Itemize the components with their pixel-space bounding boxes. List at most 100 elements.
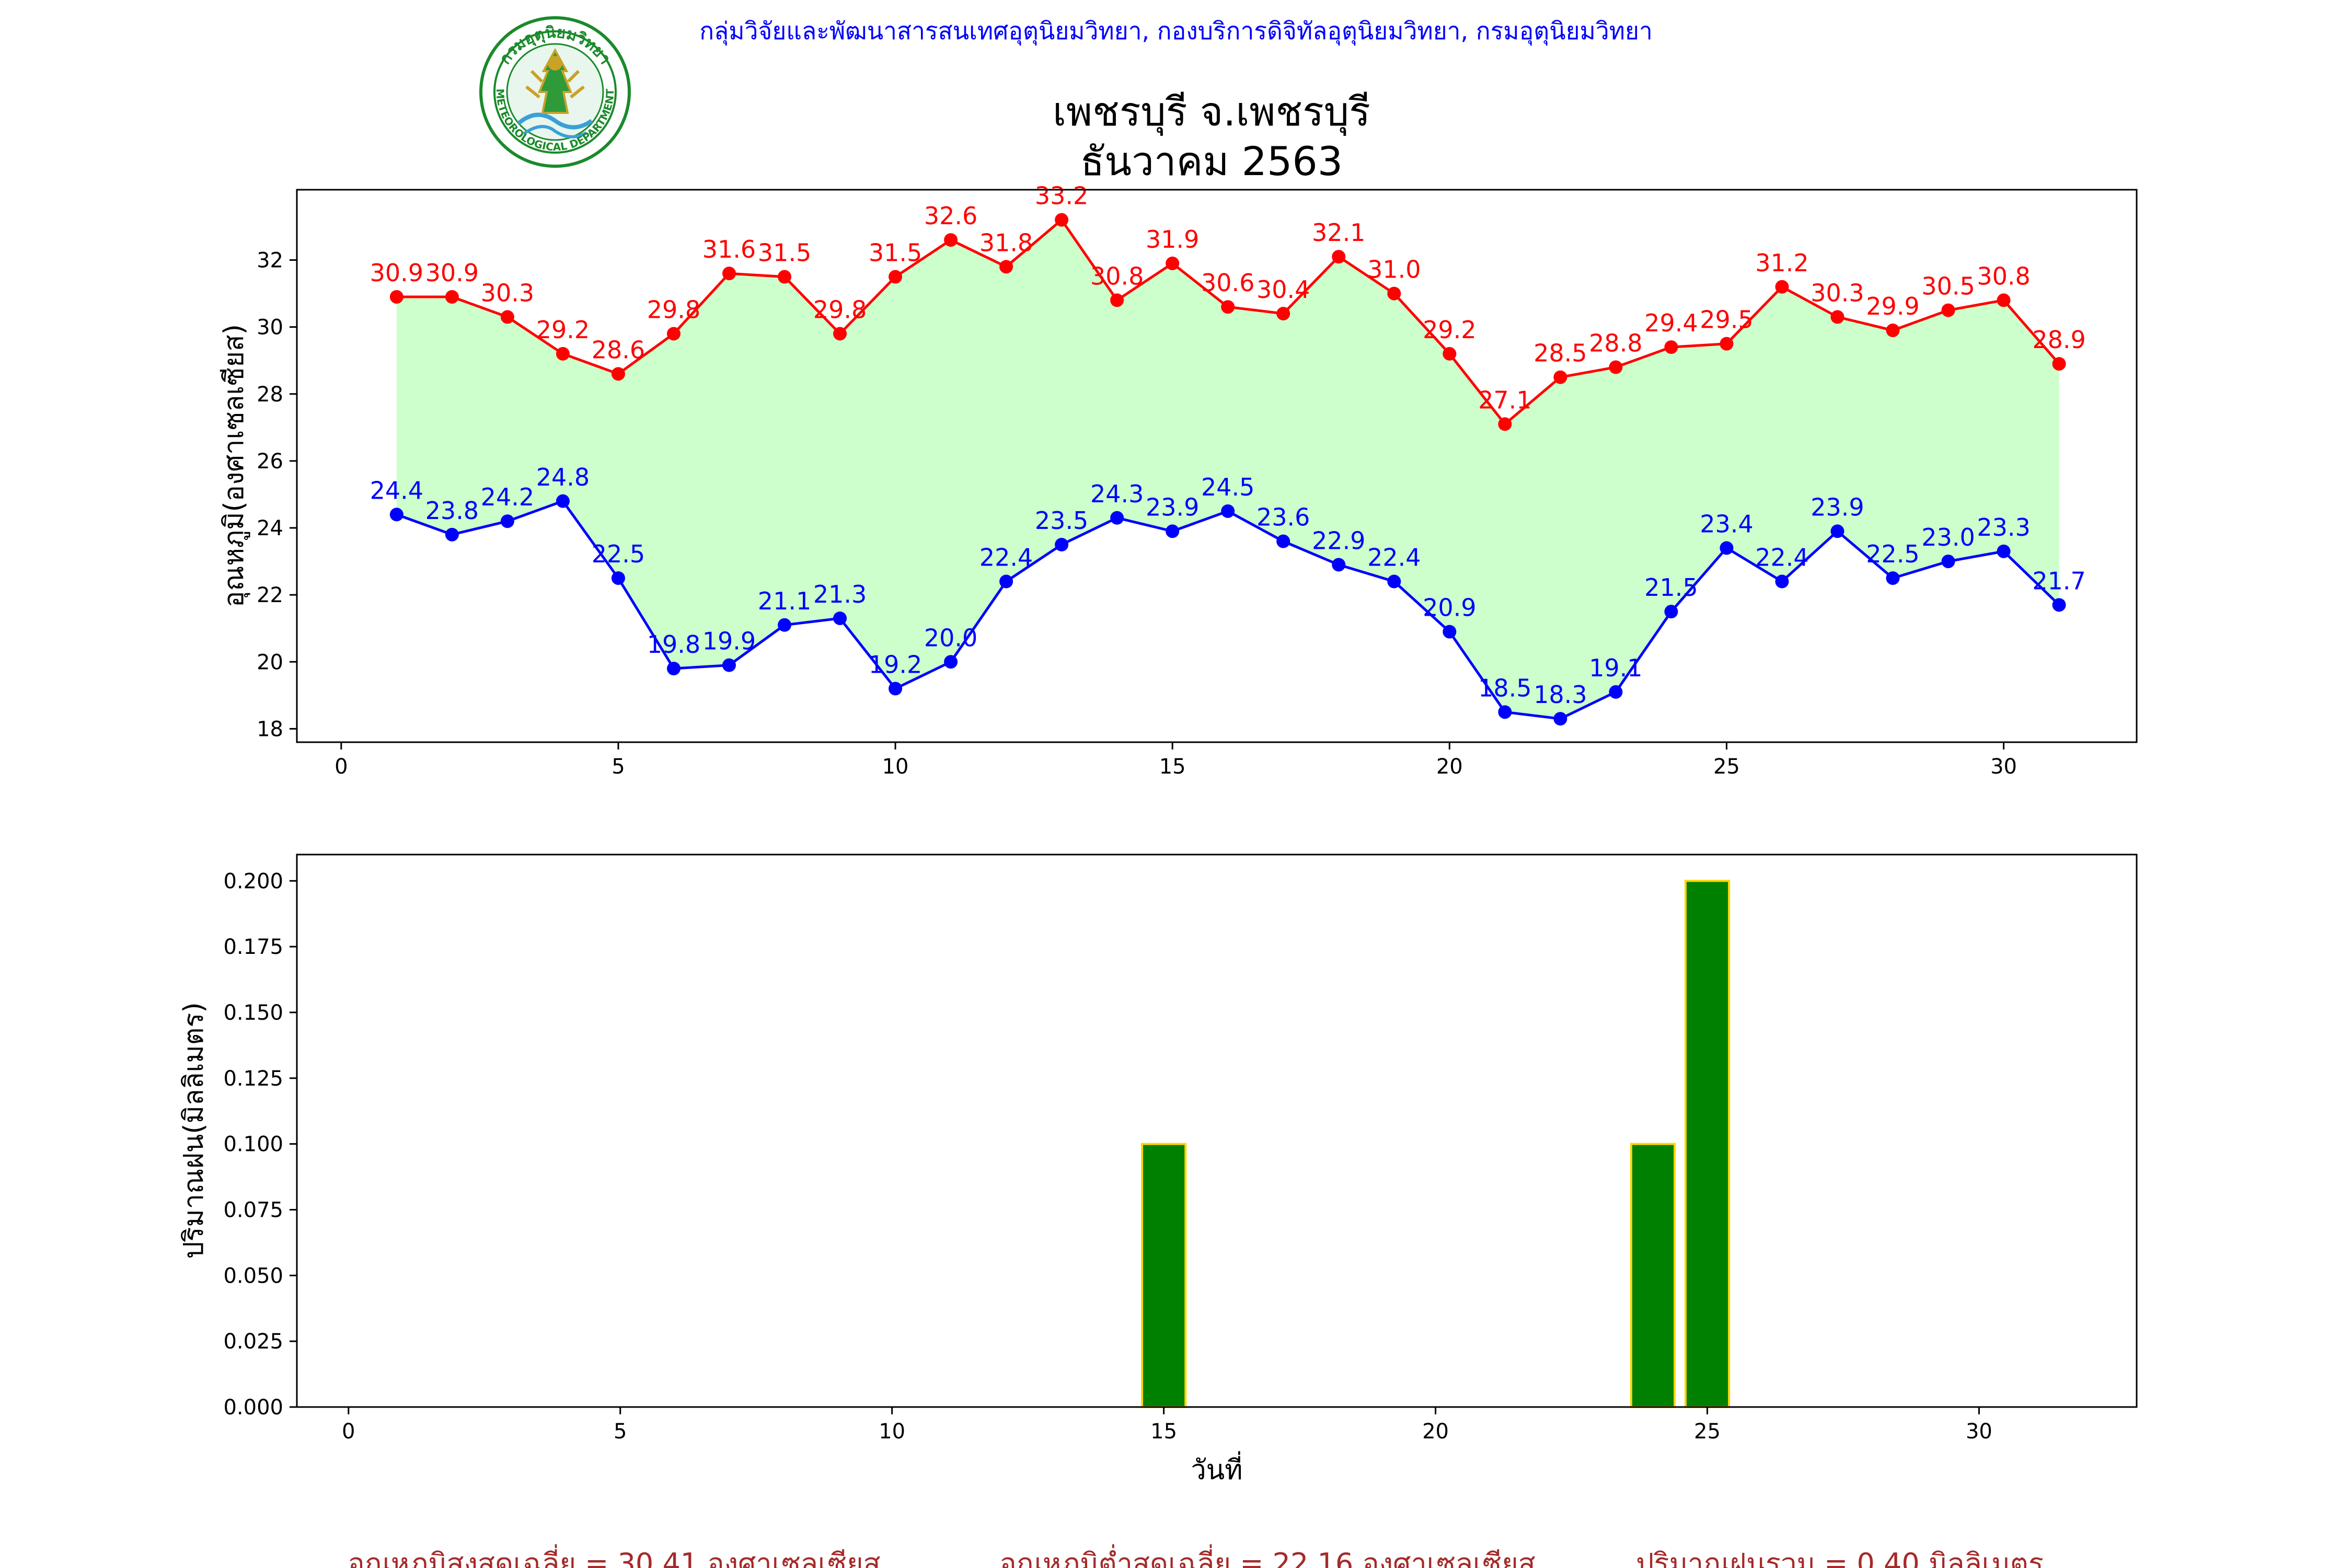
temperature-y-tick-label: 26 xyxy=(257,449,283,474)
rainfall-plot-frame xyxy=(296,854,2138,1408)
min-temperature-point xyxy=(1110,511,1124,525)
max-temperature-point xyxy=(2052,357,2066,371)
rainfall-y-tick-label: 0.200 xyxy=(223,869,283,893)
max-temperature-data-label: 31.6 xyxy=(702,235,756,263)
min-temperature-data-label: 24.4 xyxy=(370,476,423,504)
min-temperature-data-label: 21.5 xyxy=(1644,573,1698,602)
min-temperature-data-label: 23.8 xyxy=(425,497,479,525)
min-temperature-data-label: 19.2 xyxy=(869,651,922,679)
min-temperature-point xyxy=(1886,571,1900,585)
temperature-x-tick-label: 30 xyxy=(1990,755,2017,779)
max-temperature-data-label: 29.9 xyxy=(1866,292,1919,320)
max-temperature-data-label: 29.8 xyxy=(647,295,700,324)
rainfall-x-tick-label: 5 xyxy=(614,1420,627,1444)
min-temperature-data-label: 22.4 xyxy=(979,544,1033,572)
rainfall-y-tick-label: 0.075 xyxy=(223,1198,283,1223)
min-temperature-data-label: 20.0 xyxy=(924,624,977,652)
max-temperature-point xyxy=(1886,324,1900,338)
min-temperature-data-label: 22.5 xyxy=(1866,540,1919,568)
temperature-y-tick-label: 22 xyxy=(257,583,283,607)
min-temperature-point xyxy=(1609,685,1623,699)
min-temperature-point xyxy=(889,682,903,696)
rainfall-x-tick-label: 20 xyxy=(1422,1420,1449,1444)
min-temperature-point xyxy=(1443,625,1457,639)
min-temperature-data-label: 19.9 xyxy=(702,627,756,655)
min-temperature-point xyxy=(1387,574,1401,589)
max-temperature-point xyxy=(944,233,958,247)
max-temperature-point xyxy=(1166,256,1180,270)
max-temperature-point xyxy=(1387,286,1401,301)
min-temperature-point xyxy=(611,571,625,585)
rainfall-y-tick-label: 0.100 xyxy=(223,1133,283,1157)
min-temperature-point xyxy=(722,658,736,672)
min-temperature-data-label: 23.9 xyxy=(1811,493,1864,521)
rainfall-y-axis-label: ปริมาณฝน(มิลลิเมตร) xyxy=(178,1002,210,1259)
temperature-y-tick-label: 32 xyxy=(257,249,283,273)
max-temperature-point xyxy=(999,260,1013,274)
max-temperature-point xyxy=(1997,293,2011,307)
max-temperature-point xyxy=(833,327,847,341)
min-temperature-point xyxy=(500,514,514,528)
temperature-y-tick-label: 30 xyxy=(257,316,283,340)
min-temperature-data-label: 21.3 xyxy=(813,580,867,608)
rainfall-bar xyxy=(1141,1143,1187,1409)
max-temperature-point xyxy=(1055,213,1069,227)
max-temperature-data-label: 31.0 xyxy=(1367,256,1421,284)
max-temperature-data-label: 32.1 xyxy=(1312,218,1365,247)
min-temperature-data-label: 24.3 xyxy=(1090,480,1144,508)
max-temperature-data-label: 32.6 xyxy=(924,202,977,230)
rainfall-x-tick-label: 25 xyxy=(1694,1420,1721,1444)
rainfall-bar xyxy=(1630,1143,1676,1409)
max-temperature-point xyxy=(1775,280,1789,294)
max-temperature-point xyxy=(611,367,625,381)
max-temperature-point xyxy=(1941,303,1955,317)
max-temperature-point xyxy=(1609,360,1623,374)
summary-total-rain: ปริมาณฝนรวม = 0.40 มิลลิเมตร xyxy=(1636,1547,2044,1568)
chart-title-line1: เพชรบุรี จ.เพชรบุรี xyxy=(1053,88,1370,136)
max-temperature-point xyxy=(500,310,514,324)
max-temperature-data-label: 29.2 xyxy=(1423,316,1476,344)
rainfall-y-tick-label: 0.000 xyxy=(223,1396,283,1420)
min-temperature-data-label: 22.4 xyxy=(1755,544,1808,572)
chart-title-line2: ธันวาคม 2563 xyxy=(1080,138,1343,185)
temperature-y-tick-label: 28 xyxy=(257,383,283,407)
max-temperature-data-label: 29.4 xyxy=(1644,309,1698,337)
min-temperature-data-label: 23.6 xyxy=(1256,503,1310,532)
min-temperature-point xyxy=(999,574,1013,589)
min-temperature-point xyxy=(833,611,847,625)
temperature-chart: 30.9 30.930.329.228.629.831.6 31.529.831.5… xyxy=(218,182,2138,779)
max-temperature-data-label: 30.3 xyxy=(1811,279,1864,307)
max-temperature-point xyxy=(1830,310,1844,324)
max-temperature-data-label: 31.8 xyxy=(979,228,1033,257)
min-temperature-point xyxy=(778,618,792,632)
max-temperature-data-label: 31.5 xyxy=(869,239,922,267)
min-temperature-point xyxy=(445,527,459,541)
temperature-x-tick-label: 0 xyxy=(335,755,348,779)
min-temperature-point xyxy=(1055,538,1069,552)
min-temperature-point xyxy=(2052,598,2066,612)
min-temperature-data-label: 18.5 xyxy=(1478,674,1531,702)
temperature-y-tick-label: 18 xyxy=(257,717,283,741)
min-temperature-data-label: 24.5 xyxy=(1201,473,1254,501)
rainfall-bar xyxy=(1684,880,1731,1409)
min-temperature-point xyxy=(1332,558,1346,572)
summary-avg-max: อุณหภูมิสูงสุดเฉลี่ย = 30.41 องศาเซลเซีย… xyxy=(348,1544,880,1568)
max-temperature-point xyxy=(1110,293,1124,307)
min-temperature-data-label: 23.5 xyxy=(1035,506,1088,535)
max-temperature-point xyxy=(722,267,736,281)
min-temperature-point xyxy=(1775,574,1789,589)
min-temperature-data-label: 19.1 xyxy=(1589,654,1642,682)
max-temperature-data-label: 27.1 xyxy=(1478,386,1531,414)
temperature-x-tick-label: 10 xyxy=(882,755,909,779)
min-temperature-data-label: 22.9 xyxy=(1312,526,1365,555)
max-temperature-point xyxy=(1720,337,1734,351)
temperature-y-tick-label: 24 xyxy=(257,516,283,540)
max-temperature-data-label: 29.5 xyxy=(1700,306,1753,334)
max-temperature-point xyxy=(1332,250,1346,264)
min-temperature-point xyxy=(556,494,570,508)
min-temperature-data-label: 23.3 xyxy=(1977,513,2030,541)
max-temperature-data-label: 28.5 xyxy=(1534,339,1587,367)
min-temperature-data-label: 24.2 xyxy=(481,483,534,511)
max-temperature-data-label: 31.5 xyxy=(758,239,811,267)
max-temperature-data-label: 29.8 xyxy=(813,295,867,324)
